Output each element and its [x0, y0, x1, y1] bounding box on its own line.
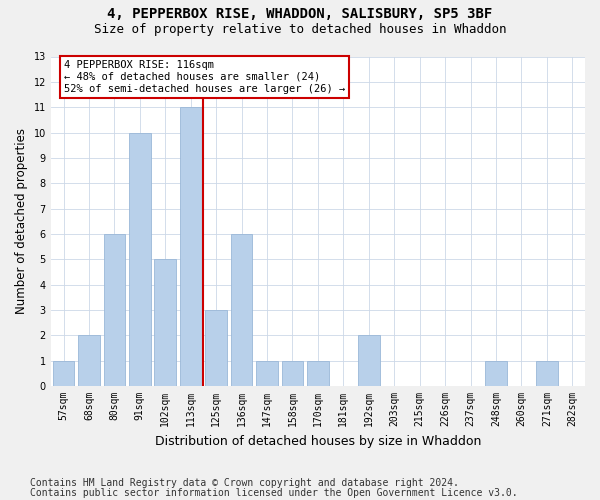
Bar — [281, 360, 303, 386]
Y-axis label: Number of detached properties: Number of detached properties — [15, 128, 28, 314]
Bar — [485, 360, 507, 386]
Bar — [256, 360, 278, 386]
Bar — [536, 360, 557, 386]
Text: Size of property relative to detached houses in Whaddon: Size of property relative to detached ho… — [94, 22, 506, 36]
Bar — [358, 336, 380, 386]
Bar — [78, 336, 100, 386]
Text: Contains public sector information licensed under the Open Government Licence v3: Contains public sector information licen… — [30, 488, 518, 498]
Text: Contains HM Land Registry data © Crown copyright and database right 2024.: Contains HM Land Registry data © Crown c… — [30, 478, 459, 488]
Bar — [53, 360, 74, 386]
Text: 4, PEPPERBOX RISE, WHADDON, SALISBURY, SP5 3BF: 4, PEPPERBOX RISE, WHADDON, SALISBURY, S… — [107, 8, 493, 22]
Bar — [104, 234, 125, 386]
Bar — [205, 310, 227, 386]
X-axis label: Distribution of detached houses by size in Whaddon: Distribution of detached houses by size … — [155, 434, 481, 448]
Bar — [307, 360, 329, 386]
Bar — [231, 234, 253, 386]
Bar — [129, 132, 151, 386]
Bar — [180, 107, 202, 386]
Text: 4 PEPPERBOX RISE: 116sqm
← 48% of detached houses are smaller (24)
52% of semi-d: 4 PEPPERBOX RISE: 116sqm ← 48% of detach… — [64, 60, 345, 94]
Bar — [154, 260, 176, 386]
